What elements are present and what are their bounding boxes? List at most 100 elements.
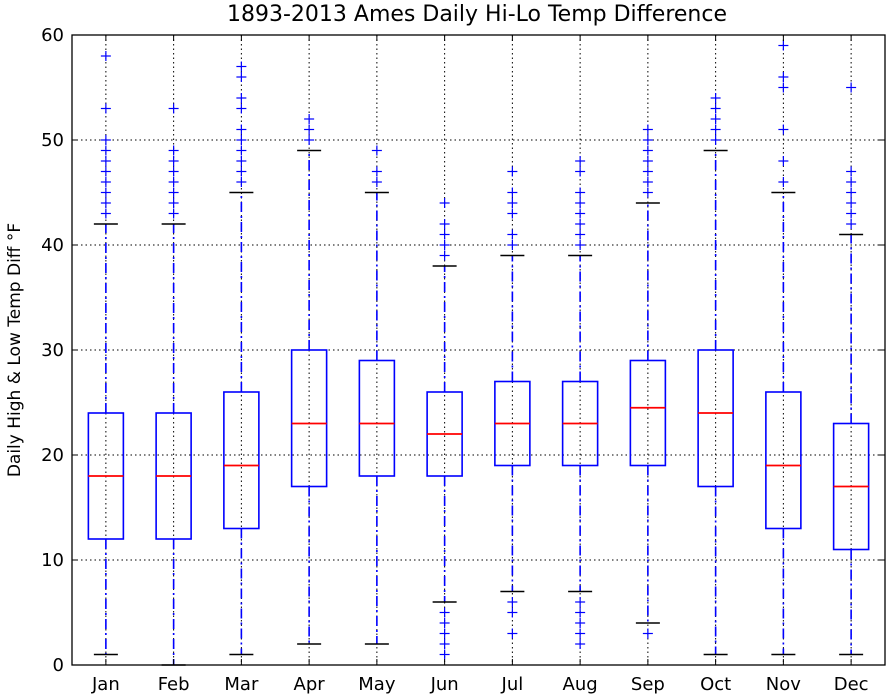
y-tick-label: 40 — [41, 235, 64, 256]
chart-title: 1893-2013 Ames Daily Hi-Lo Temp Differen… — [227, 2, 727, 27]
outlier-marker — [371, 177, 382, 187]
box-dec — [832, 82, 870, 656]
outlier-marker — [642, 177, 653, 187]
outlier-marker — [710, 103, 721, 114]
outlier-marker — [846, 166, 857, 177]
outlier-marker — [778, 124, 789, 135]
x-tick-label: Sep — [631, 674, 665, 695]
outlier-marker — [846, 187, 857, 198]
outlier-marker — [439, 649, 450, 660]
outlier-marker — [846, 198, 857, 208]
box-apr — [290, 114, 328, 645]
outlier-marker — [575, 198, 586, 208]
outlier-marker — [507, 187, 518, 198]
outlier-marker — [100, 166, 111, 177]
outlier-marker — [846, 219, 857, 229]
y-tick-label: 60 — [41, 25, 64, 46]
box-plots — [87, 40, 870, 666]
outlier-marker — [236, 156, 247, 166]
outlier-marker — [710, 135, 721, 145]
box-jul — [494, 166, 531, 639]
outlier-marker — [439, 639, 450, 649]
axis-ticks: 0 10 20 30 40 50 60 Jan Feb Mar Apr May Jun Jul Aug Sep… — [41, 25, 885, 695]
outlier-marker — [168, 166, 179, 177]
outlier-marker — [507, 240, 518, 250]
x-tick-label: Dec — [834, 674, 869, 695]
iqr-box — [290, 349, 328, 488]
outlier-marker — [575, 240, 586, 250]
outlier-marker — [100, 145, 111, 156]
outlier-marker — [236, 61, 247, 72]
outlier-marker — [236, 93, 247, 103]
outlier-marker — [575, 229, 586, 240]
outlier-marker — [100, 177, 111, 187]
y-axis-label: Daily High & Low Temp Diff °F — [5, 223, 25, 477]
y-tick-label: 20 — [41, 445, 64, 466]
outlier-marker — [168, 198, 179, 208]
outlier-marker — [575, 166, 586, 177]
outlier-marker — [507, 597, 518, 607]
outlier-marker — [371, 166, 382, 177]
outlier-marker — [846, 177, 857, 187]
outlier-marker — [439, 219, 450, 229]
iqr-box — [358, 359, 396, 477]
outlier-marker — [168, 145, 179, 156]
outlier-marker — [642, 187, 653, 198]
outlier-marker — [778, 82, 789, 93]
outlier-marker — [100, 51, 111, 61]
outlier-marker — [642, 166, 653, 177]
iqr-box — [629, 359, 667, 467]
outlier-marker — [439, 240, 450, 250]
box-mar — [223, 61, 260, 656]
outlier-marker — [304, 114, 315, 124]
box-feb — [155, 103, 192, 666]
outlier-marker — [100, 208, 111, 219]
outlier-marker — [575, 639, 586, 649]
box-sep — [629, 124, 667, 639]
x-tick-label: May — [358, 674, 396, 695]
outlier-marker — [439, 198, 450, 208]
x-tick-label: Jul — [501, 674, 524, 695]
outlier-marker — [575, 618, 586, 628]
outlier-marker — [846, 82, 857, 93]
outlier-marker — [304, 135, 315, 145]
outlier-marker — [642, 145, 653, 156]
outlier-marker — [575, 597, 586, 607]
outlier-marker — [642, 156, 653, 166]
y-tick-label: 50 — [41, 130, 64, 151]
outlier-marker — [575, 628, 586, 639]
y-tick-label: 30 — [41, 340, 64, 361]
outlier-marker — [236, 103, 247, 114]
iqr-box — [223, 391, 260, 530]
outlier-marker — [575, 156, 586, 166]
outlier-marker — [778, 156, 789, 166]
outlier-marker — [371, 145, 382, 156]
outlier-marker — [507, 628, 518, 639]
box-jun — [426, 198, 463, 660]
outlier-marker — [846, 208, 857, 219]
outlier-marker — [439, 618, 450, 628]
x-tick-label: Apr — [294, 674, 326, 695]
outlier-marker — [236, 124, 247, 135]
outlier-marker — [236, 177, 247, 187]
outlier-marker — [507, 198, 518, 208]
outlier-marker — [304, 124, 315, 135]
x-tick-label: Jun — [430, 674, 459, 695]
outlier-marker — [439, 607, 450, 618]
outlier-marker — [439, 229, 450, 240]
outlier-marker — [778, 177, 789, 187]
y-tick-label: 10 — [41, 550, 64, 571]
outlier-marker — [236, 72, 247, 82]
outlier-marker — [507, 607, 518, 618]
y-tick-label: 0 — [53, 655, 64, 676]
box-aug — [561, 156, 599, 649]
grid-lines — [72, 35, 885, 665]
outlier-marker — [236, 135, 247, 145]
x-tick-label: Nov — [766, 674, 801, 695]
x-tick-label: Aug — [563, 674, 598, 695]
box-jan — [87, 51, 125, 656]
outlier-marker — [710, 114, 721, 124]
outlier-marker — [168, 103, 179, 114]
outlier-marker — [778, 40, 789, 51]
